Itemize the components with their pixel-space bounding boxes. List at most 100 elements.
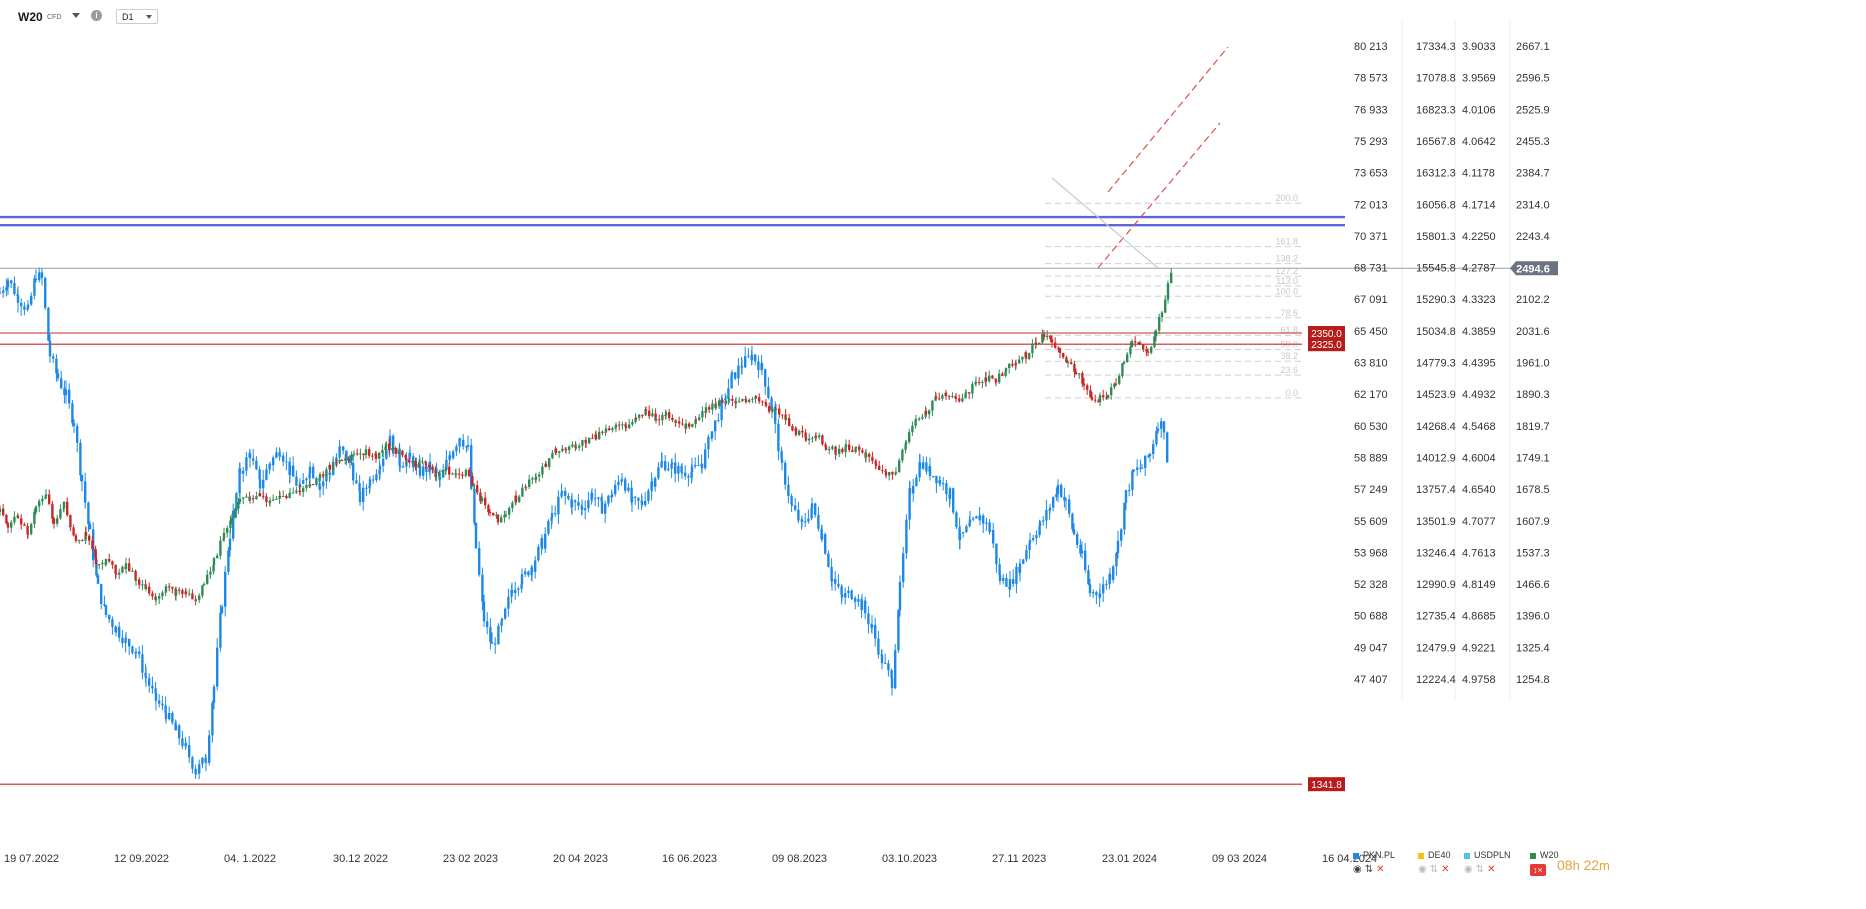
candle-body — [748, 399, 751, 402]
candle-body — [72, 423, 76, 427]
candle-body — [1147, 455, 1150, 457]
candle-body — [388, 435, 392, 446]
candle-body — [178, 725, 181, 739]
candle-body — [131, 570, 134, 572]
reorder-icon[interactable]: ⇅ — [1429, 864, 1439, 875]
candle-body — [658, 419, 661, 421]
candle-body — [347, 458, 350, 461]
candle-body — [318, 486, 322, 490]
candle-body — [81, 540, 84, 542]
candle-body — [541, 466, 544, 475]
candle-body — [581, 440, 584, 446]
candle-body — [644, 500, 647, 505]
eye-icon[interactable]: ◉ — [1464, 864, 1473, 875]
candle-body — [741, 398, 744, 402]
candle-body — [964, 393, 967, 399]
candle-body — [1078, 373, 1081, 375]
candle-body — [904, 442, 908, 445]
axis-tick-de40: 17334.3 — [1416, 41, 1456, 53]
candle-body — [671, 417, 674, 421]
candle-body — [272, 499, 275, 501]
candle-body — [837, 583, 840, 587]
candle-body — [74, 535, 78, 541]
candle-body — [550, 513, 554, 518]
axis-tick-pkn.pl: 50 688 — [1354, 611, 1388, 623]
trend-channel-line[interactable] — [1051, 177, 1159, 269]
candle-body — [804, 521, 807, 523]
axis-tick-de40: 12990.9 — [1416, 579, 1456, 591]
candle-body — [858, 446, 861, 451]
candle-body — [570, 500, 574, 508]
candle-body — [345, 450, 348, 461]
candle-body — [951, 395, 954, 397]
candle-body — [181, 738, 184, 747]
trend-channel-line[interactable] — [1107, 46, 1229, 193]
candle-body — [1112, 566, 1115, 580]
series-actions-button[interactable]: ↕× — [1530, 864, 1546, 876]
candle-body — [827, 553, 830, 567]
candle-body — [114, 573, 118, 575]
legend-item[interactable]: DE40 ◉ ⇅ ✕ — [1418, 850, 1451, 875]
legend-item[interactable]: W20 ↕× — [1530, 850, 1559, 876]
legend-item[interactable]: PKN.PL ◉ ⇅ ✕ — [1353, 850, 1395, 875]
candle-body — [237, 501, 240, 509]
candle-body — [56, 373, 60, 379]
candle-body — [1011, 363, 1014, 366]
info-icon[interactable]: i — [91, 10, 102, 21]
candle-body — [935, 475, 938, 484]
candle-body — [1118, 375, 1121, 384]
timeframe-select[interactable]: D1 — [116, 9, 158, 24]
candle-body — [557, 496, 560, 515]
eye-icon[interactable]: ◉ — [1353, 864, 1362, 875]
candle-body — [216, 647, 219, 687]
channel-drawings[interactable] — [1051, 46, 1229, 269]
trend-channel-line[interactable] — [1097, 122, 1221, 269]
horizontal-lines[interactable] — [0, 215, 1510, 785]
candle-body — [878, 465, 881, 471]
eye-icon[interactable]: ◉ — [1418, 864, 1427, 875]
close-icon[interactable]: ✕ — [1376, 864, 1385, 875]
symbol-dropdown-icon[interactable] — [72, 13, 80, 18]
candle-body — [631, 421, 634, 425]
candle-body — [751, 398, 754, 400]
candle-body — [285, 495, 288, 499]
candle-body — [33, 278, 36, 296]
candle-body — [258, 479, 262, 489]
close-icon[interactable]: ✕ — [1441, 864, 1450, 875]
candle-body — [758, 397, 761, 402]
reorder-icon[interactable]: ⇅ — [1364, 864, 1374, 875]
candle-body — [94, 548, 97, 558]
candle-body — [78, 540, 81, 542]
axis-tick-w20: 2384.7 — [1516, 168, 1550, 180]
candle-body — [690, 466, 694, 473]
candle-body — [760, 363, 764, 370]
symbol-name[interactable]: W20 — [18, 10, 43, 24]
level-price-label: 1341.8 — [1311, 780, 1342, 791]
candle-body — [708, 407, 711, 410]
candle-body — [1131, 470, 1134, 490]
axis-tick-de40: 15801.3 — [1416, 231, 1456, 243]
candle-body — [938, 480, 942, 484]
candle-body — [942, 483, 945, 485]
candle-body — [41, 498, 44, 502]
candle-body — [1034, 342, 1038, 344]
candle-body — [598, 431, 601, 440]
candle-body — [168, 586, 171, 588]
close-icon[interactable]: ✕ — [1487, 864, 1496, 875]
candle-body — [482, 601, 486, 622]
candle-body — [654, 419, 658, 421]
candle-body — [884, 662, 887, 664]
legend-item[interactable]: USDPLN ◉ ⇅ ✕ — [1464, 850, 1511, 875]
candle-body — [807, 518, 810, 522]
candle-body — [454, 473, 458, 475]
candle-body — [718, 400, 721, 407]
candle-body — [897, 610, 900, 651]
candle-body — [724, 399, 727, 401]
candle-body — [660, 461, 664, 463]
candle-body — [26, 533, 30, 535]
chevron-down-icon — [146, 15, 152, 19]
candle-body — [1145, 349, 1148, 352]
candle-body — [1089, 389, 1092, 397]
reorder-icon[interactable]: ⇅ — [1475, 864, 1485, 875]
